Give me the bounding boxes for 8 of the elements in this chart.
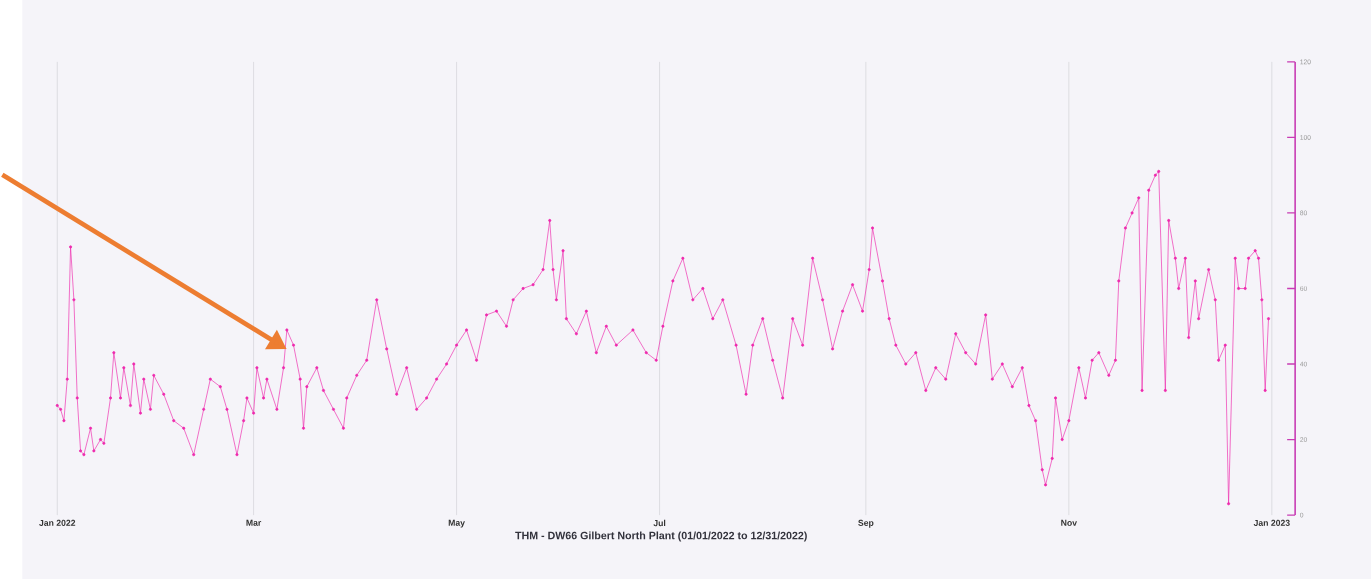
x-tick-label: Nov bbox=[1061, 519, 1077, 526]
x-tick-label: Jul bbox=[653, 519, 666, 527]
x-tick-label: Sep bbox=[858, 519, 874, 528]
x-axis-title: THM - DW66 Gilbert North Plant (01/01/2022 to 12/31/2022) bbox=[515, 531, 807, 542]
x-tick-label: Jan 2023 bbox=[1253, 519, 1290, 526]
x-tick-label: Mar bbox=[246, 519, 262, 526]
x-tick-label: Jan 2022 bbox=[39, 519, 76, 526]
x-tick-label: May bbox=[448, 519, 465, 528]
